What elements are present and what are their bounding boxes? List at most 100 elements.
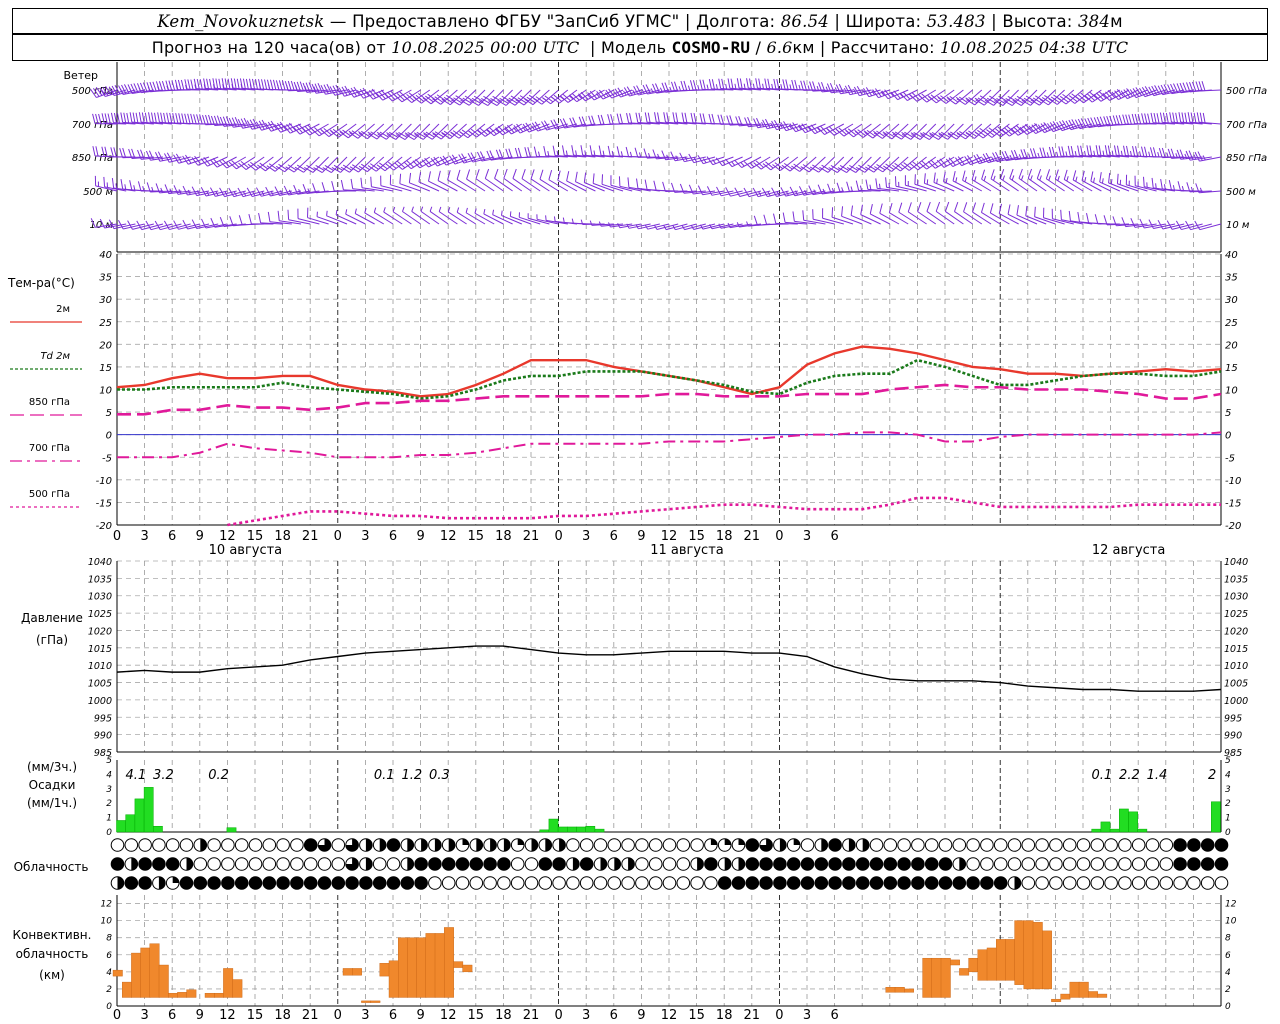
wind-barb	[267, 211, 292, 225]
wind-barb	[331, 181, 357, 192]
wind-barb	[548, 169, 569, 192]
wind-barb	[699, 79, 725, 91]
wind-barb	[837, 156, 863, 173]
cloud-cover-symbol	[386, 838, 401, 852]
cloud-cover-symbol	[538, 857, 553, 871]
cloud-cover-symbol	[1131, 876, 1146, 890]
wind-barb	[503, 168, 523, 192]
wind-barb	[331, 156, 357, 173]
wind-barb	[812, 209, 835, 225]
wind-barb	[865, 179, 890, 192]
temp-y-tick-left: 30	[99, 295, 112, 306]
convective-bar	[121, 981, 132, 998]
cloud-cover-symbol	[883, 857, 898, 871]
legend-label: 850 гПа	[29, 397, 70, 408]
wind-barb	[992, 151, 1019, 163]
wind-barb	[690, 223, 716, 230]
wind-barb	[164, 184, 191, 195]
wind-barb	[1196, 112, 1222, 125]
cloud-cover-symbol	[262, 857, 277, 871]
convective-bar	[167, 992, 178, 998]
wind-barb	[1063, 169, 1084, 192]
cloud-cover-symbol	[510, 857, 525, 871]
temp-y-tick-right: 30	[1225, 295, 1238, 306]
wind-barb	[809, 156, 835, 173]
wind-barb	[1007, 204, 1029, 225]
lon-label: Долгота:	[696, 11, 776, 31]
cloud-cover-symbol	[1145, 857, 1160, 871]
cloud-cover-symbol	[207, 838, 221, 852]
wind-barb	[947, 89, 973, 105]
wind-barb	[247, 156, 274, 171]
wind-barb	[294, 156, 320, 173]
wind-barb	[819, 156, 845, 173]
wind-barb	[373, 207, 394, 225]
cloud-cover-symbol	[579, 876, 594, 890]
cloud-cover-symbol	[524, 857, 539, 871]
convective-bar	[379, 963, 390, 977]
convective-y-tick-left: 10	[101, 917, 113, 927]
temp-y-tick-right: 15	[1225, 363, 1238, 374]
cloud-cover-symbol	[414, 857, 428, 871]
wind-barb	[297, 208, 320, 225]
wind-barb	[782, 212, 808, 225]
temp-y-tick-right: 35	[1225, 273, 1238, 284]
cloud-cover-symbol	[276, 857, 290, 871]
cloud-cover-symbol	[317, 876, 332, 890]
wind-barb	[663, 223, 688, 231]
convective-bar	[950, 959, 960, 966]
wind-barb	[618, 176, 642, 192]
precip-total-label: 3.2	[153, 768, 174, 783]
lat-value: 53.483	[926, 11, 986, 31]
wind-barb	[219, 156, 247, 169]
cloud-cover-symbol	[607, 838, 622, 852]
temp-y-tick-left: 15	[99, 363, 112, 374]
cloud-cover-symbol	[1035, 876, 1049, 890]
convective-bar	[149, 943, 160, 998]
cloud-cover-symbol	[924, 876, 939, 890]
wind-barb	[1157, 219, 1185, 230]
wind-barb	[277, 210, 302, 225]
wind-barb	[726, 115, 752, 126]
cloud-cover-symbol	[690, 876, 704, 890]
wind-barb	[128, 148, 154, 160]
precip-total-label: 1.2	[401, 768, 422, 783]
cloud-cover-symbol	[980, 857, 994, 871]
wind-barb	[1095, 145, 1120, 158]
wind-level-label-right: 850 гПа	[1226, 153, 1267, 164]
cloud-cover-symbol	[414, 838, 428, 852]
convective-bar	[959, 968, 970, 976]
cloud-cover-symbol	[469, 857, 484, 871]
cloud-cover-symbol	[593, 838, 608, 852]
wind-barb	[872, 88, 900, 99]
wind-barb	[697, 185, 725, 196]
x-tick-label: 21	[523, 529, 540, 544]
wind-barb	[809, 81, 835, 92]
cloud-cover-symbol	[842, 857, 856, 871]
convective-y-tick-left: 6	[106, 951, 112, 961]
wind-barb	[956, 89, 983, 105]
wind-barb	[789, 122, 817, 133]
cloud-cover-symbol	[883, 838, 898, 852]
wind-barb	[129, 180, 154, 192]
precip-total-label: 2	[1208, 768, 1216, 783]
wind-barb	[900, 156, 927, 171]
cloud-cover-symbol	[179, 838, 194, 852]
cloud-cover-symbol	[938, 838, 953, 852]
wind-barb	[438, 206, 458, 225]
cloud-cover-symbol	[869, 876, 884, 890]
cloud-cover-symbol	[165, 876, 180, 890]
wind-barb	[879, 203, 900, 225]
wind-barb	[1187, 112, 1212, 125]
cloud-cover-symbol	[234, 838, 249, 852]
cloud-cover-symbol	[234, 857, 249, 871]
cloud-cover-symbol	[276, 876, 290, 890]
wind-barb	[865, 156, 891, 173]
convective-bar	[922, 957, 933, 998]
wind-barb	[358, 156, 385, 173]
wind-barb	[718, 78, 743, 91]
wind-barb	[550, 119, 578, 130]
cloud-cover-symbol	[648, 838, 663, 852]
wind-barb	[339, 123, 366, 139]
cloud-cover-symbol	[110, 876, 125, 890]
